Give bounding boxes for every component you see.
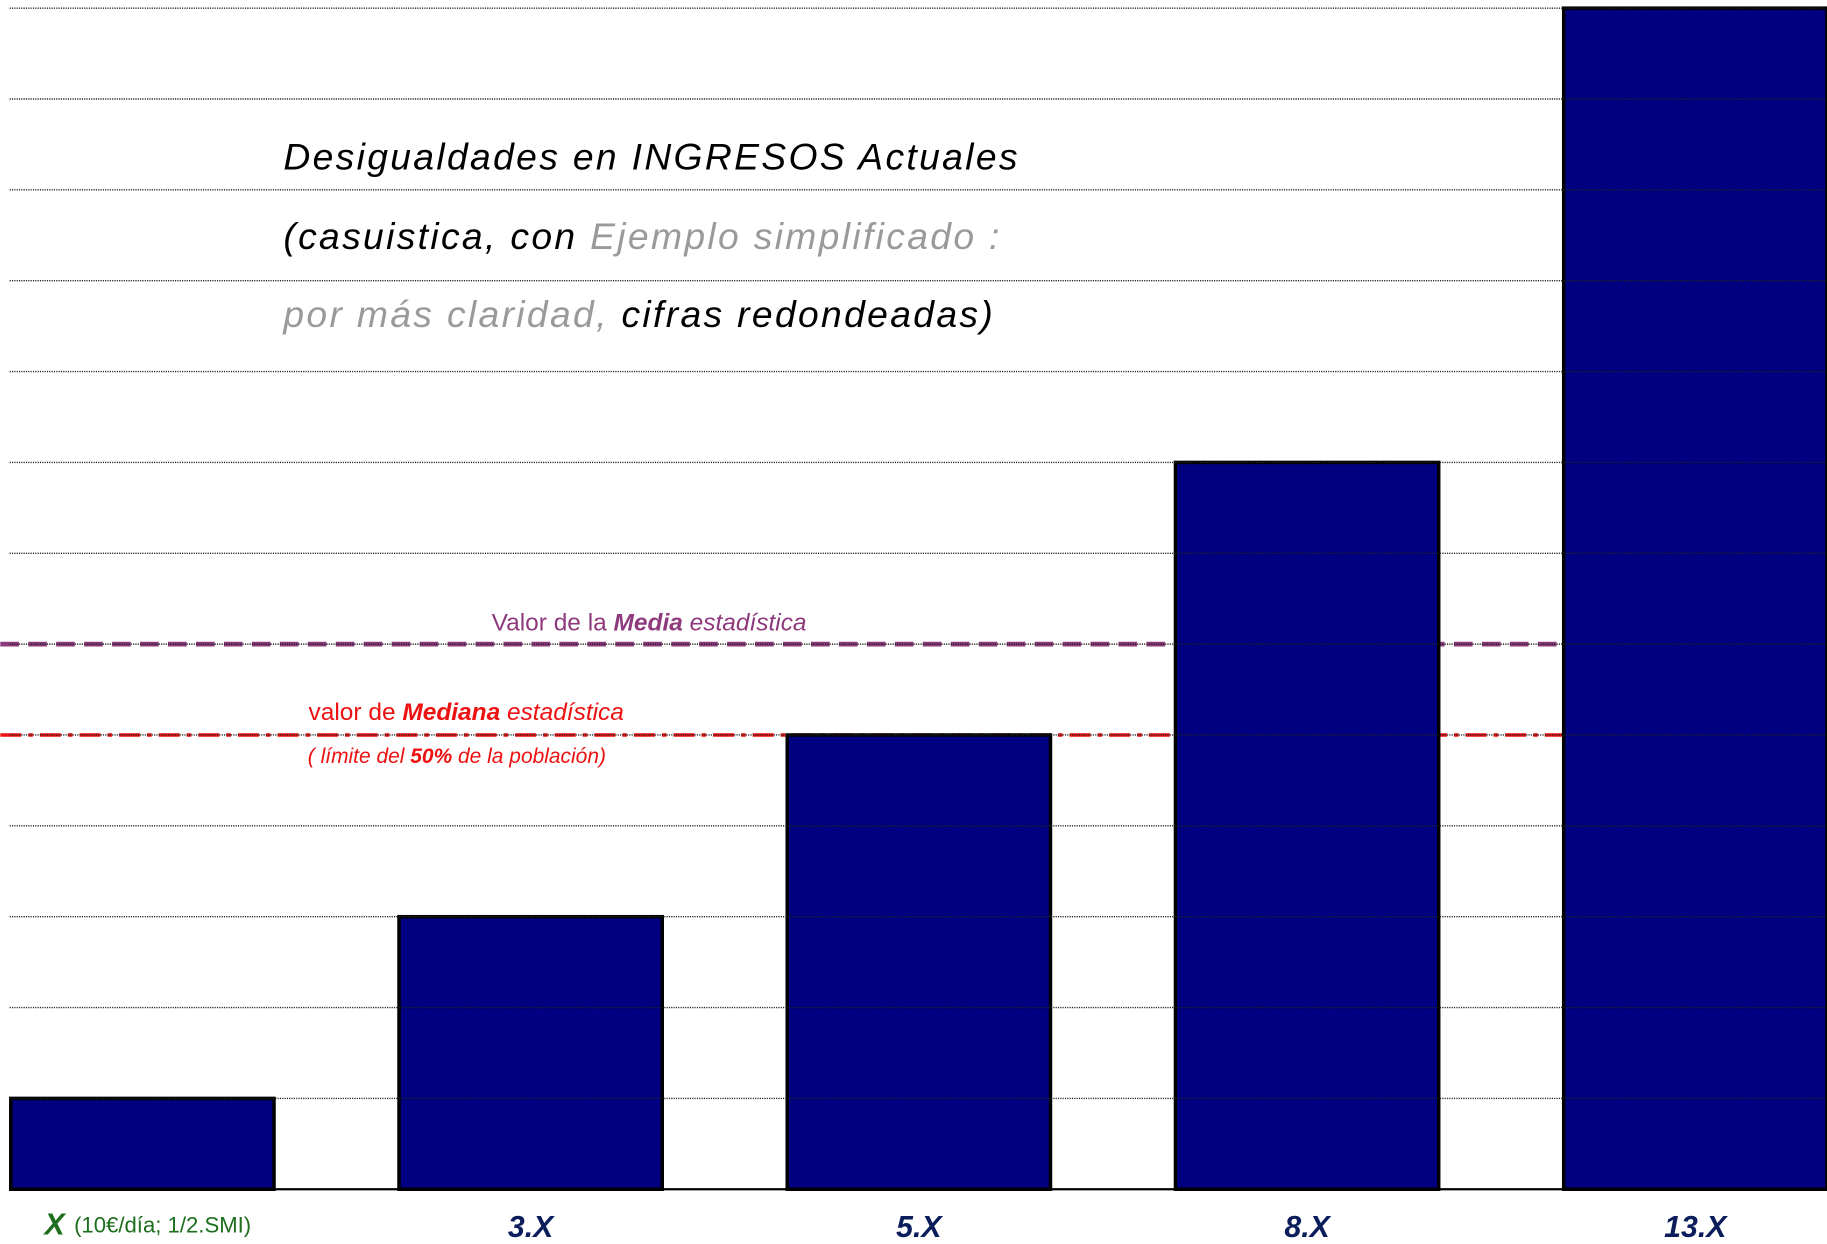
median-note-part: de la población) xyxy=(452,745,606,768)
bar xyxy=(785,733,1053,1192)
x-tick-label: 13.X xyxy=(1664,1211,1728,1244)
mean-label-part: Valor de la xyxy=(492,610,614,637)
x-tick-label: 8.X xyxy=(1284,1211,1331,1244)
mean-label-part: estadística xyxy=(683,610,807,637)
median-label-part: valor de xyxy=(309,699,403,726)
title-part: cifras redondeadas) xyxy=(621,293,995,335)
x-tick-label: X (10€/día; 1/2.SMI) xyxy=(43,1209,252,1242)
bar xyxy=(9,1096,276,1192)
median-label-part: Mediana xyxy=(402,699,500,726)
title-line: por más claridad, cifras redondeadas) xyxy=(282,293,995,335)
title-part: Ejemplo simplificado : xyxy=(590,215,1002,257)
title-part: Desigualdades en INGRESOS Actuales xyxy=(283,135,1020,177)
bar xyxy=(1561,6,1827,1192)
median-label: valor de Mediana estadística xyxy=(309,699,624,726)
median-note: ( límite del 50% de la población) xyxy=(308,745,606,768)
title-part: (casuistica, con xyxy=(283,215,590,257)
title-part: por más claridad, xyxy=(282,293,621,335)
category-note: (10€/día; 1/2.SMI) xyxy=(74,1212,251,1237)
category: X xyxy=(43,1209,67,1242)
bar xyxy=(397,914,665,1192)
median-label-part: estadística xyxy=(500,699,624,726)
median-note-part: ( límite del xyxy=(308,745,410,768)
mean-label: Valor de la Media estadística xyxy=(492,610,807,637)
mean-label-part: Media xyxy=(614,610,683,637)
x-tick-label: 3.X xyxy=(508,1211,555,1244)
median-note-part: 50% xyxy=(410,745,452,768)
title-line: Desigualdades en INGRESOS Actuales xyxy=(283,135,1020,177)
title-line: (casuistica, con Ejemplo simplificado : xyxy=(283,215,1001,257)
x-tick-label: 5.X xyxy=(896,1211,943,1244)
